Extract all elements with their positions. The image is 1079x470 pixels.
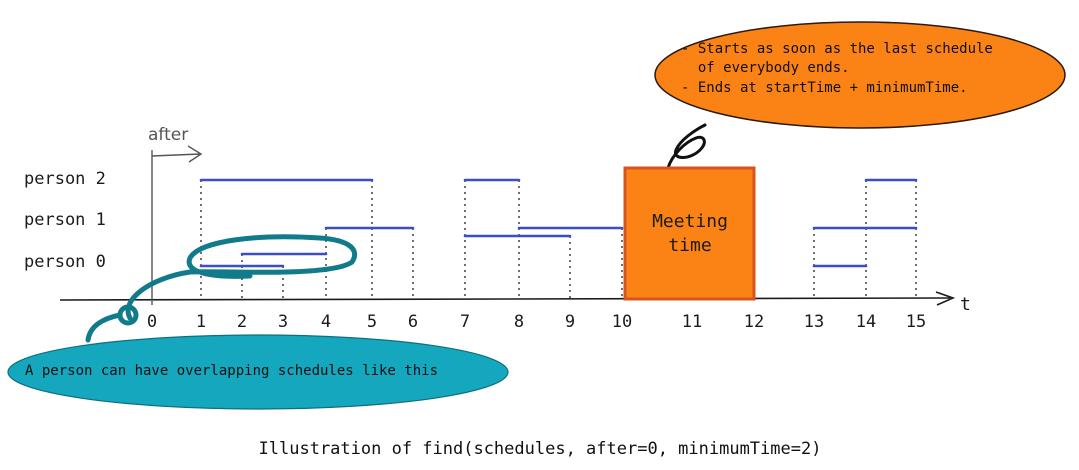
after-arrow [151, 145, 203, 163]
callout-top-line3: - Ends at startTime + minimumTime. [681, 80, 968, 96]
tick-label-0: 0 [147, 312, 157, 332]
time-axis-arrowhead [935, 291, 956, 306]
meeting-label-line1: Meeting [652, 211, 728, 232]
row-label-person-0: person 0 [24, 252, 106, 272]
tick-label-6: 6 [408, 312, 418, 332]
callout-top-bubble [654, 21, 1066, 129]
lasso-tail [85, 312, 123, 343]
tick-label-5: 5 [367, 312, 377, 332]
tick-label-12: 12 [744, 312, 764, 332]
time-axis [59, 297, 951, 301]
overlap-lasso [125, 234, 358, 321]
callout-top-line2: of everybody ends. [681, 60, 850, 76]
tick-label-1: 1 [196, 312, 206, 332]
tick-label-3: 3 [278, 312, 288, 332]
after-label: after [148, 125, 188, 145]
tick-label-13: 13 [804, 312, 824, 332]
t-axis-label: t [960, 294, 971, 315]
tick-label-15: 15 [906, 312, 926, 332]
tick-label-11: 11 [682, 312, 702, 332]
tick-label-9: 9 [565, 312, 575, 332]
tick-label-8: 8 [514, 312, 524, 332]
callout-bottom-text: A person can have overlapping schedules … [25, 363, 438, 379]
tick-label-10: 10 [612, 312, 632, 332]
tick-label-14: 14 [856, 312, 876, 332]
callout-top-tail [666, 123, 707, 170]
callout-top-line1: - Starts as soon as the last schedule [681, 41, 993, 57]
figure-caption: Illustration of find(schedules, after=0,… [259, 439, 822, 459]
tick-label-4: 4 [321, 312, 331, 332]
row-label-person-1: person 1 [24, 210, 106, 230]
row-label-person-2: person 2 [24, 169, 106, 189]
meeting-label-line2: time [668, 235, 711, 256]
callout-bottom-bubble [7, 334, 509, 410]
meeting-time-box [623, 166, 756, 301]
tick-label-7: 7 [460, 312, 470, 332]
tick-label-2: 2 [237, 312, 247, 332]
